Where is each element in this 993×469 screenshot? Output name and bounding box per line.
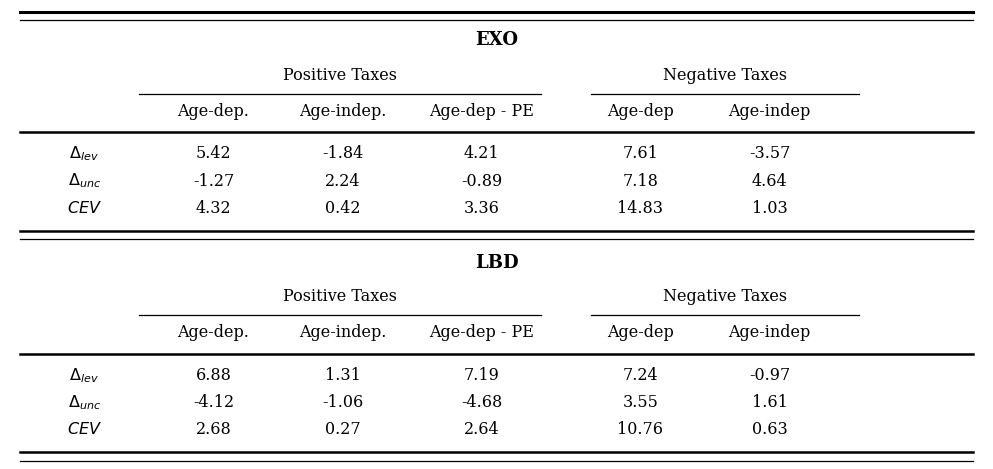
Text: $CEV$: $CEV$	[67, 200, 102, 217]
Text: 0.63: 0.63	[752, 421, 787, 438]
Text: 1.03: 1.03	[752, 200, 787, 217]
Text: $\Delta_{lev}$: $\Delta_{lev}$	[70, 144, 99, 163]
Text: 5.42: 5.42	[196, 145, 231, 162]
Text: 4.21: 4.21	[464, 145, 499, 162]
Text: Positive Taxes: Positive Taxes	[283, 288, 397, 305]
Text: 14.83: 14.83	[618, 200, 663, 217]
Text: Age-dep: Age-dep	[607, 103, 674, 120]
Text: 7.18: 7.18	[623, 173, 658, 189]
Text: 4.32: 4.32	[196, 200, 231, 217]
Text: Age-dep: Age-dep	[607, 325, 674, 341]
Text: $CEV$: $CEV$	[67, 421, 102, 438]
Text: -4.68: -4.68	[461, 394, 502, 411]
Text: 1.31: 1.31	[325, 367, 360, 384]
Text: 6.88: 6.88	[196, 367, 231, 384]
Text: $\Delta_{lev}$: $\Delta_{lev}$	[70, 366, 99, 385]
Text: Age-dep.: Age-dep.	[178, 325, 249, 341]
Text: $\Delta_{unc}$: $\Delta_{unc}$	[68, 172, 101, 190]
Text: Age-indep: Age-indep	[729, 103, 810, 120]
Text: Age-indep.: Age-indep.	[299, 325, 386, 341]
Text: 4.64: 4.64	[752, 173, 787, 189]
Text: 7.24: 7.24	[623, 367, 658, 384]
Text: 7.61: 7.61	[623, 145, 658, 162]
Text: Negative Taxes: Negative Taxes	[663, 67, 786, 83]
Text: 2.24: 2.24	[325, 173, 360, 189]
Text: Age-dep - PE: Age-dep - PE	[429, 325, 534, 341]
Text: Negative Taxes: Negative Taxes	[663, 288, 786, 305]
Text: -0.97: -0.97	[749, 367, 790, 384]
Text: 0.27: 0.27	[325, 421, 360, 438]
Text: Positive Taxes: Positive Taxes	[283, 67, 397, 83]
Text: Age-dep.: Age-dep.	[178, 103, 249, 120]
Text: -1.06: -1.06	[322, 394, 363, 411]
Text: 2.64: 2.64	[464, 421, 499, 438]
Text: LBD: LBD	[475, 254, 518, 272]
Text: -4.12: -4.12	[193, 394, 234, 411]
Text: Age-indep: Age-indep	[729, 325, 810, 341]
Text: 3.36: 3.36	[464, 200, 499, 217]
Text: Age-indep.: Age-indep.	[299, 103, 386, 120]
Text: -1.84: -1.84	[322, 145, 363, 162]
Text: -0.89: -0.89	[461, 173, 502, 189]
Text: -1.27: -1.27	[193, 173, 234, 189]
Text: 7.19: 7.19	[464, 367, 499, 384]
Text: 3.55: 3.55	[623, 394, 658, 411]
Text: -3.57: -3.57	[749, 145, 790, 162]
Text: Age-dep - PE: Age-dep - PE	[429, 103, 534, 120]
Text: 0.42: 0.42	[325, 200, 360, 217]
Text: EXO: EXO	[475, 31, 518, 49]
Text: 2.68: 2.68	[196, 421, 231, 438]
Text: $\Delta_{unc}$: $\Delta_{unc}$	[68, 393, 101, 412]
Text: 1.61: 1.61	[752, 394, 787, 411]
Text: 10.76: 10.76	[618, 421, 663, 438]
